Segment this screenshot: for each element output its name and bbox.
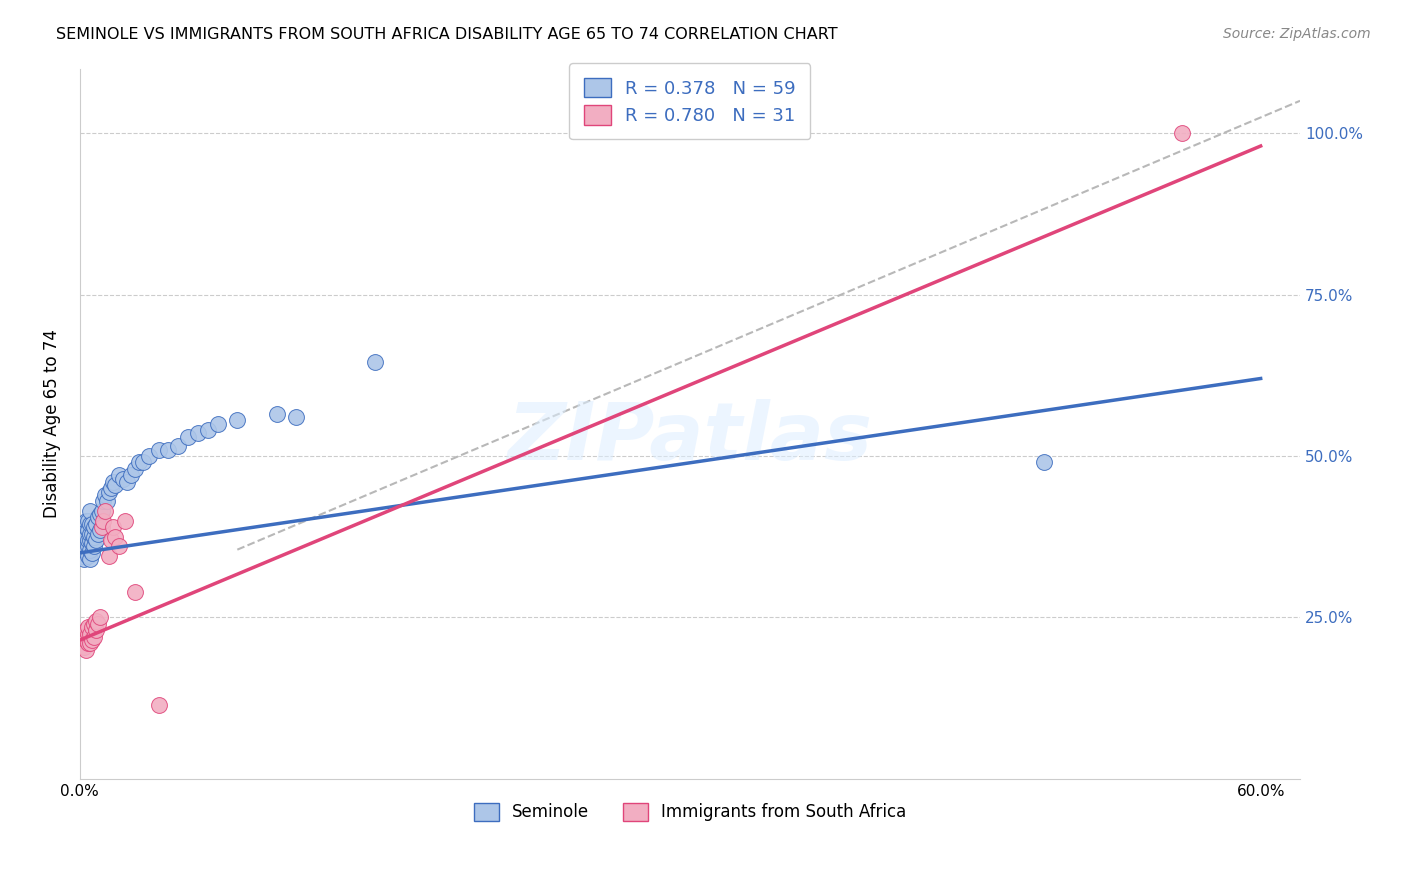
Point [73,552,96,566]
Point [80,516,103,531]
Point [80,526,103,541]
Point [83,630,105,644]
Point [79,516,101,531]
Point [148,442,170,457]
Point [167,439,190,453]
Point [90,504,112,518]
Point [83,530,105,544]
Point [94,504,117,518]
Point [80,536,103,550]
Point [75,633,97,648]
Point [73,630,96,644]
Point [104,530,127,544]
Point [89,523,111,537]
Point [76,514,98,528]
Point [93,494,115,508]
Point [75,624,97,638]
Point [75,514,97,528]
Point [100,481,122,495]
Text: SEMINOLE VS IMMIGRANTS FROM SOUTH AFRICA DISABILITY AGE 65 TO 74 CORRELATION CHA: SEMINOLE VS IMMIGRANTS FROM SOUTH AFRICA… [56,27,838,42]
Point [103,475,125,489]
Point [76,636,98,650]
Point [124,462,146,476]
Point [79,504,101,518]
Point [75,642,97,657]
Point [76,626,98,640]
Legend: Seminole, Immigrants from South Africa: Seminole, Immigrants from South Africa [460,789,920,835]
Point [80,633,103,648]
Point [70,549,93,563]
Point [79,533,101,547]
Point [98,484,121,499]
Point [226,413,249,427]
Point [266,407,288,421]
Point [114,514,136,528]
Point [132,455,155,469]
Point [84,614,107,628]
Point [79,552,101,566]
Point [73,640,96,654]
Point [177,430,200,444]
Point [79,626,101,640]
Point [79,542,101,557]
Point [90,520,112,534]
Point [98,549,121,563]
Point [128,455,150,469]
Point [86,526,108,541]
Point [120,468,142,483]
Point [89,610,111,624]
Point [70,633,93,648]
Point [86,510,108,524]
Point [94,488,117,502]
Point [84,624,107,638]
Point [89,507,111,521]
Point [112,472,135,486]
Point [1033,455,1056,469]
Point [76,533,98,547]
Point [73,542,96,557]
Point [207,417,229,431]
Y-axis label: Disability Age 65 to 74: Disability Age 65 to 74 [44,329,60,518]
Point [75,540,97,554]
Point [100,533,122,547]
Point [103,520,125,534]
Point [108,468,131,483]
Point [83,540,105,554]
Point [75,520,97,534]
Point [75,530,97,544]
Point [157,442,180,457]
Point [76,620,98,634]
Point [80,546,103,560]
Point [76,540,98,554]
Point [84,516,107,531]
Point [79,526,101,541]
Point [96,494,118,508]
Point [79,636,101,650]
Point [86,616,108,631]
Point [187,426,209,441]
Point [115,475,138,489]
Point [138,449,160,463]
Point [285,410,308,425]
Point [364,355,387,369]
Point [83,520,105,534]
Point [76,523,98,537]
Point [124,584,146,599]
Point [104,478,127,492]
Text: Source: ZipAtlas.com: Source: ZipAtlas.com [1223,27,1371,41]
Point [1171,126,1194,140]
Point [197,423,219,437]
Point [108,540,131,554]
Point [83,616,105,631]
Point [84,533,107,547]
Point [93,514,115,528]
Point [80,620,103,634]
Point [148,698,170,712]
Text: ZIPatlas: ZIPatlas [508,399,873,477]
Point [76,549,98,563]
